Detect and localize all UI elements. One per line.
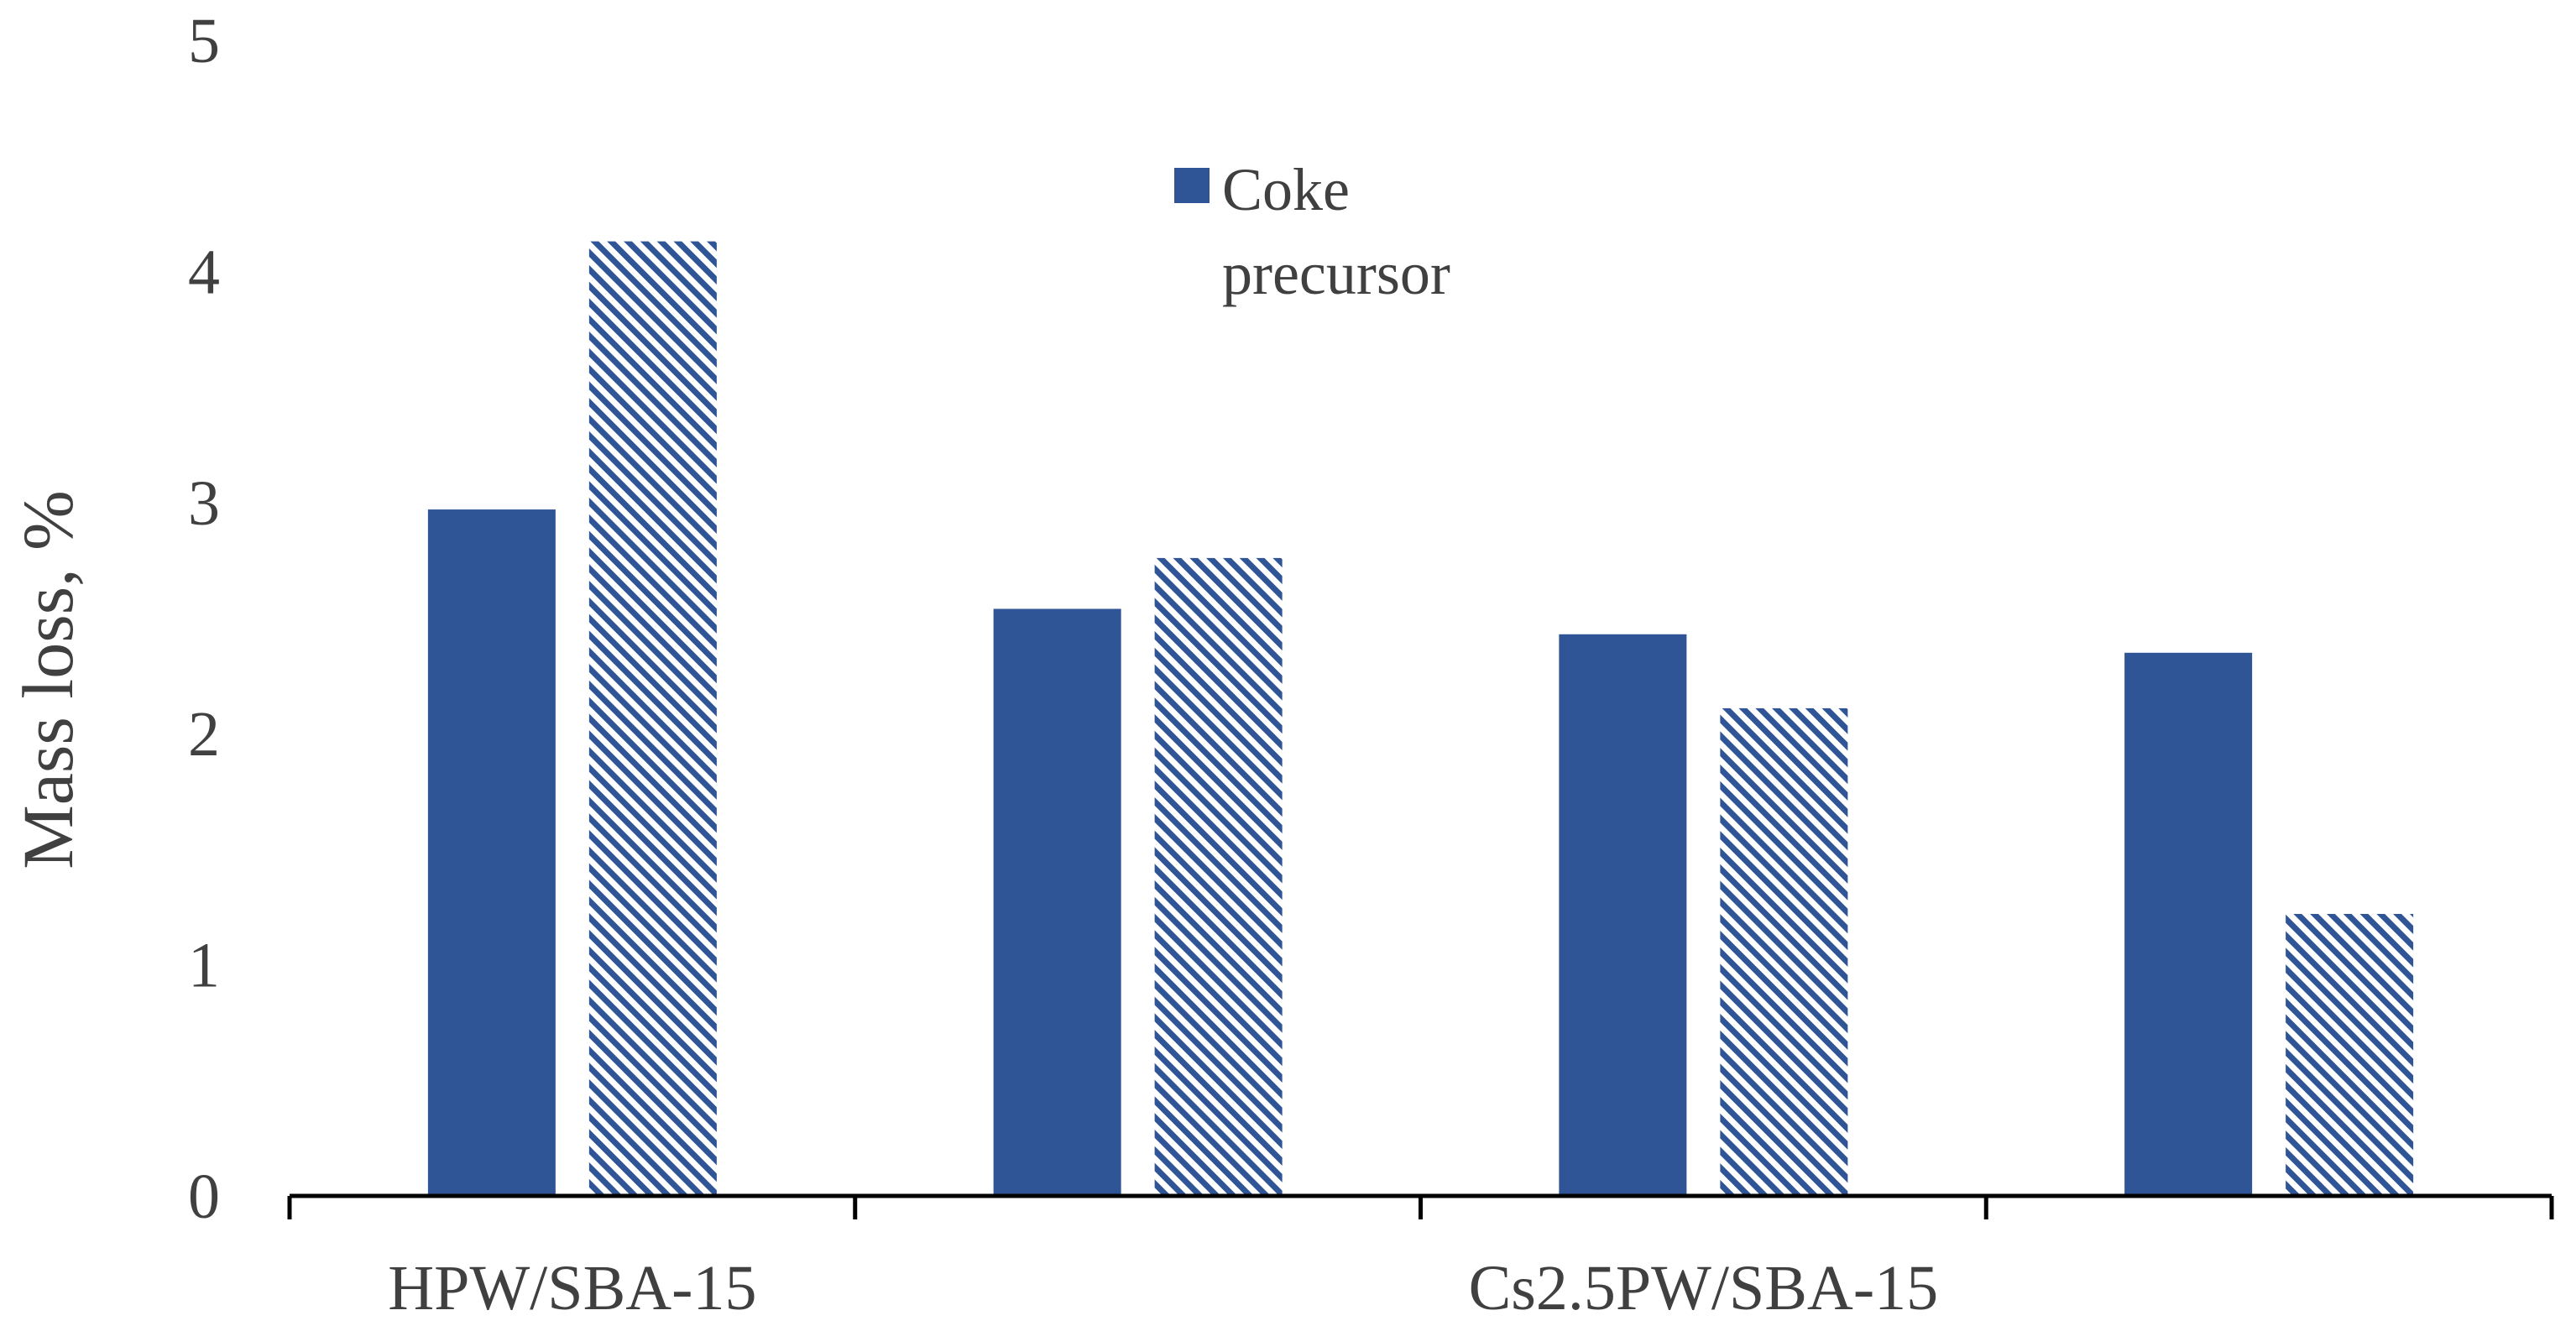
y-tick-label: 2 — [188, 699, 220, 770]
bar-solid-group-2 — [993, 608, 1121, 1196]
legend-label-line1: Coke — [1222, 156, 1350, 223]
x-category-label: Cs2.5PW/SBA-15 — [1469, 1253, 1939, 1323]
y-tick-label: 1 — [188, 931, 220, 1001]
y-tick-label: 4 — [188, 237, 220, 307]
bar-hatched-group-2 — [1154, 557, 1283, 1196]
y-axis-ticks: 0 1 2 3 4 5 — [188, 6, 220, 1232]
legend: Coke precursor — [1174, 156, 1450, 307]
x-category-label: HPW/SBA-15 — [388, 1253, 756, 1323]
bars — [427, 241, 2414, 1196]
y-tick-label: 3 — [188, 468, 220, 539]
category-labels: HPW/SBA-15 Cs2.5PW/SBA-15 — [388, 1253, 1938, 1323]
y-tick-label: 5 — [188, 6, 220, 76]
bar-hatched-group-1 — [588, 241, 717, 1196]
x-axis-ticks — [287, 1196, 2554, 1219]
bar-hatched-group-4 — [2286, 914, 2414, 1196]
legend-swatch-coke-precursor — [1174, 168, 1210, 203]
legend-label-line2: precursor — [1222, 240, 1450, 307]
y-tick-label: 0 — [188, 1162, 220, 1232]
bar-solid-group-3 — [1559, 634, 1687, 1196]
bar-solid-group-4 — [2124, 652, 2253, 1196]
bar-solid-group-1 — [427, 509, 556, 1196]
bar-hatched-group-3 — [1720, 707, 1848, 1196]
y-axis-title: Mass loss, % — [8, 490, 88, 869]
